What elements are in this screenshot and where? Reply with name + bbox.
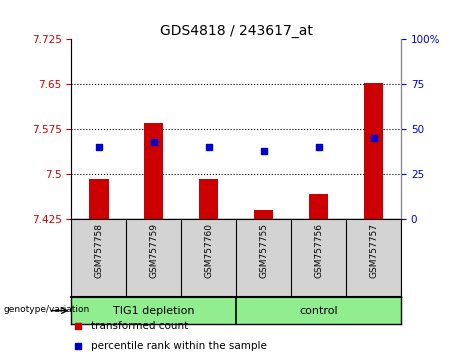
Point — [260, 148, 267, 154]
Title: GDS4818 / 243617_at: GDS4818 / 243617_at — [160, 24, 313, 38]
Point — [292, 79, 300, 85]
Bar — [89, 179, 108, 219]
Point — [150, 139, 158, 145]
Text: control: control — [299, 306, 338, 316]
Bar — [254, 210, 273, 219]
Point — [315, 144, 322, 150]
Text: GSM757759: GSM757759 — [149, 223, 159, 278]
Text: transformed count: transformed count — [91, 321, 189, 331]
Text: GSM757755: GSM757755 — [259, 223, 268, 278]
Bar — [199, 179, 219, 219]
Point — [370, 136, 377, 141]
Text: TIG1 depletion: TIG1 depletion — [113, 306, 195, 316]
Text: GSM757756: GSM757756 — [314, 223, 323, 278]
Bar — [144, 123, 164, 219]
Bar — [309, 194, 328, 219]
Bar — [364, 83, 383, 219]
Text: GSM757758: GSM757758 — [95, 223, 103, 278]
Point — [205, 144, 213, 150]
Point — [292, 253, 300, 258]
Point — [95, 144, 103, 150]
Text: GSM757757: GSM757757 — [369, 223, 378, 278]
Text: GSM757760: GSM757760 — [204, 223, 213, 278]
Text: genotype/variation: genotype/variation — [4, 305, 90, 314]
Text: percentile rank within the sample: percentile rank within the sample — [91, 341, 267, 350]
